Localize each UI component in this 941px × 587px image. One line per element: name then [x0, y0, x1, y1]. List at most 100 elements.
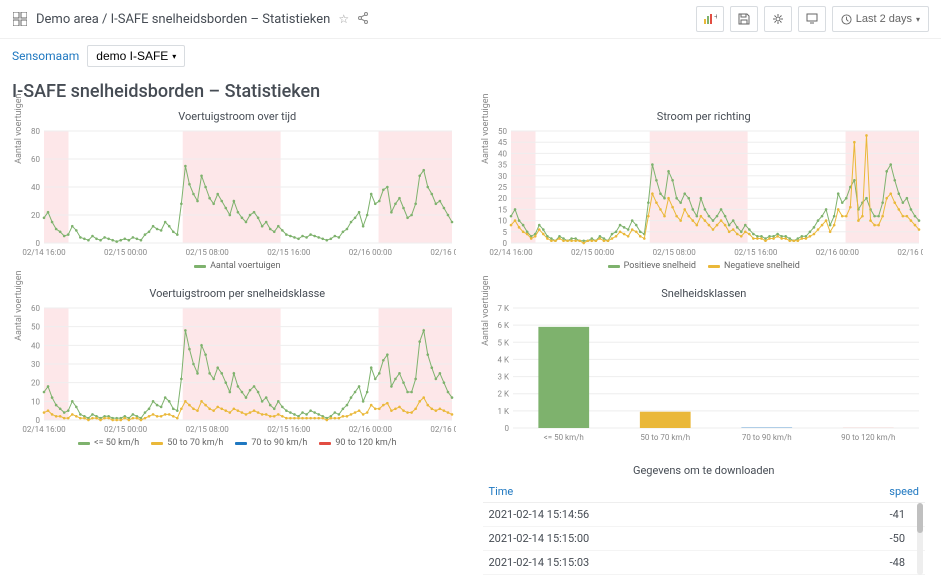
col-speed[interactable]: speed	[889, 485, 919, 498]
svg-text:0: 0	[36, 239, 41, 248]
top-bar-right: + Last 2 days ▾	[696, 6, 929, 32]
svg-text:02/15 08:00: 02/15 08:00	[186, 248, 230, 257]
share-icon[interactable]	[357, 12, 369, 27]
svg-text:50: 50	[498, 127, 507, 136]
legend-swatch	[151, 442, 163, 445]
legend-item[interactable]: Positieve snelheid	[608, 261, 696, 271]
svg-text:90 to 120 km/h: 90 to 120 km/h	[841, 433, 895, 442]
breadcrumb[interactable]: Demo area / I-SAFE snelheidsborden – Sta…	[36, 12, 330, 27]
legend-item[interactable]: Aantal voertuigen	[194, 261, 280, 271]
svg-text:0: 0	[502, 239, 507, 248]
svg-text:02/15 16:00: 02/15 16:00	[734, 248, 778, 257]
table-row[interactable]: 2021-02-14 15:15:03 -48	[483, 551, 926, 575]
panel-traffic-per-speedclass[interactable]: Voertuigstroom per snelheidsklasse Aanta…	[8, 283, 467, 452]
legend-item[interactable]: Negatieve snelheid	[708, 261, 800, 271]
svg-text:0: 0	[36, 416, 41, 425]
svg-text:70 to 90 km/h: 70 to 90 km/h	[741, 433, 791, 442]
table-body: 2021-02-14 15:14:56 -41 2021-02-14 15:15:0…	[483, 503, 926, 575]
line-chart: 010203040506002/14 16:0002/15 00:0002/15…	[16, 304, 456, 434]
line-chart: 02040608002/14 16:0002/15 00:0002/15 08:…	[16, 127, 456, 257]
add-panel-button[interactable]: +	[696, 6, 724, 32]
svg-text:40: 40	[31, 183, 40, 192]
legend: Aantal voertuigen	[16, 261, 459, 271]
legend-item[interactable]: <= 50 km/h	[78, 438, 139, 448]
svg-text:40: 40	[31, 341, 40, 350]
sensor-dropdown[interactable]: demo I-SAFE ▾	[87, 45, 185, 67]
save-button[interactable]	[730, 6, 758, 32]
svg-text:1 K: 1 K	[497, 407, 509, 416]
svg-text:+: +	[714, 13, 717, 21]
bar-chart: 01 K2 K3 K4 K5 K6 K7 K<= 50 km/h50 to 70…	[483, 304, 923, 444]
y-axis-label: Aantal voertuigen	[481, 93, 491, 163]
svg-text:35: 35	[498, 161, 507, 170]
table-row[interactable]: 2021-02-14 15:15:00-50	[483, 527, 926, 551]
svg-text:15: 15	[498, 205, 507, 214]
panel-title: Gegevens om te downloaden	[483, 464, 926, 477]
legend-item[interactable]: 70 to 90 km/h	[235, 438, 307, 448]
panel-title: Snelheidsklassen	[483, 287, 926, 300]
cell-time: 2021-02-14 15:14:56	[489, 508, 590, 521]
legend-swatch	[194, 265, 206, 268]
svg-text:02/15 00:00: 02/15 00:00	[104, 248, 148, 257]
panel-stream-per-direction[interactable]: Stroom per richting Aantal voertuigen 05…	[475, 106, 934, 275]
svg-text:20: 20	[498, 194, 507, 203]
svg-text:02/14 16:00: 02/14 16:00	[489, 248, 533, 257]
svg-text:2 K: 2 K	[497, 390, 509, 399]
table-header: Time speed	[483, 481, 926, 503]
monitor-button[interactable]	[798, 6, 826, 32]
svg-text:02/15 16:00: 02/15 16:00	[267, 425, 311, 434]
panel-download-data[interactable]: Gegevens om te downloaden Time speed 202…	[475, 460, 934, 579]
table-row[interactable]: 2021-02-14 15:14:56 -41	[483, 503, 926, 527]
svg-text:6 K: 6 K	[497, 321, 509, 330]
legend-item[interactable]: 90 to 120 km/h	[319, 438, 396, 448]
star-icon[interactable]: ☆	[338, 12, 349, 26]
cell-speed: -41	[890, 508, 919, 521]
legend-label: 50 to 70 km/h	[167, 438, 223, 448]
svg-text:02/15 00:00: 02/15 00:00	[570, 248, 614, 257]
svg-text:5: 5	[502, 228, 507, 237]
svg-text:02/16 08:00: 02/16 08:00	[430, 248, 456, 257]
svg-text:20: 20	[31, 211, 40, 220]
legend-item[interactable]: 50 to 70 km/h	[151, 438, 223, 448]
svg-text:60: 60	[31, 155, 40, 164]
svg-text:10: 10	[498, 217, 507, 226]
panel-traffic-over-time[interactable]: Voertuigstroom over tijd Aantal voertuig…	[8, 106, 467, 275]
cell-time: 2021-02-14 15:15:03	[489, 556, 590, 569]
cell-speed: -50	[890, 532, 919, 545]
settings-button[interactable]	[764, 6, 792, 32]
svg-text:60: 60	[31, 304, 40, 313]
svg-text:30: 30	[31, 360, 40, 369]
svg-text:10: 10	[31, 397, 40, 406]
page-title: I-SAFE snelheidsborden – Statistieken	[0, 73, 941, 106]
panel-speed-classes[interactable]: Snelheidsklassen Aantal voertuigen 01 K2…	[475, 283, 934, 452]
svg-text:4 K: 4 K	[497, 355, 509, 364]
legend-label: Positieve snelheid	[624, 261, 696, 271]
legend: Positieve snelheid Negatieve snelheid	[483, 261, 926, 271]
svg-text:7 K: 7 K	[497, 304, 509, 313]
legend-label: Negatieve snelheid	[724, 261, 800, 271]
variable-row: Sensomaam demo I-SAFE ▾	[0, 39, 941, 73]
svg-text:02/15 08:00: 02/15 08:00	[652, 248, 696, 257]
svg-text:5 K: 5 K	[497, 338, 509, 347]
time-range-button[interactable]: Last 2 days ▾	[832, 6, 929, 32]
sensor-variable-label[interactable]: Sensomaam	[12, 49, 79, 63]
y-axis-label: Aantal voertuigen	[14, 270, 24, 340]
panel-title: Voertuigstroom per snelheidsklasse	[16, 287, 459, 300]
line-chart: 0510152025303540455002/14 16:0002/15 00:…	[483, 127, 923, 257]
legend-label: Aantal voertuigen	[210, 261, 280, 271]
svg-text:02/14 16:00: 02/14 16:00	[22, 248, 66, 257]
svg-text:02/15 16:00: 02/15 16:00	[267, 248, 311, 257]
svg-text:02/16 00:00: 02/16 00:00	[815, 248, 859, 257]
svg-text:0: 0	[504, 424, 509, 433]
legend-label: <= 50 km/h	[94, 438, 139, 448]
svg-text:02/16 00:00: 02/16 00:00	[349, 425, 393, 434]
scrollbar-thumb[interactable]	[917, 503, 923, 533]
legend: <= 50 km/h 50 to 70 km/h 70 to 90 km/h 90 t…	[16, 438, 459, 448]
svg-text:02/14 16:00: 02/14 16:00	[22, 425, 66, 434]
svg-text:3 K: 3 K	[497, 373, 509, 382]
svg-text:02/16 08:00: 02/16 08:00	[897, 248, 923, 257]
col-time[interactable]: Time	[489, 485, 514, 498]
svg-text:20: 20	[31, 379, 40, 388]
chevron-down-icon: ▾	[172, 52, 176, 61]
cell-speed: -48	[890, 556, 919, 569]
